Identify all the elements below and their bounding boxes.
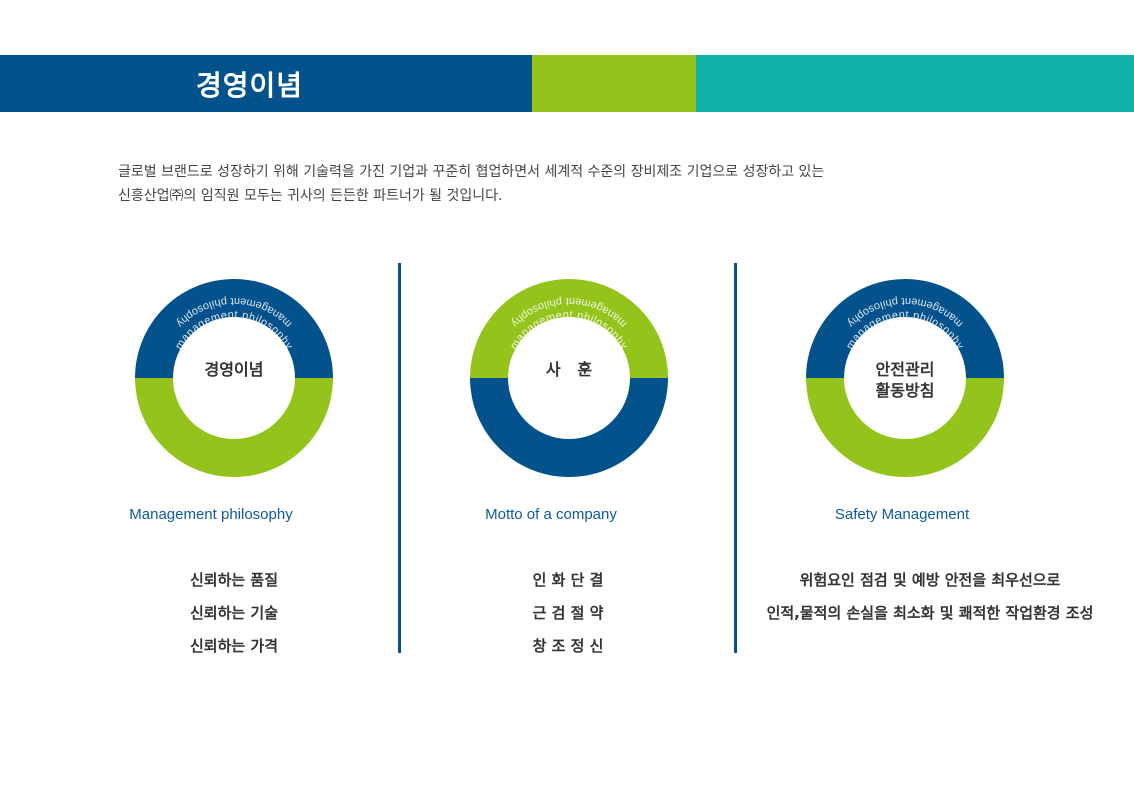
column-divider-2 (734, 263, 737, 653)
safety-items-list: 위험요인 점검 및 예방 안전을 최우선으로 인적,물적의 손실을 최소화 및 … (740, 568, 1120, 634)
english-label-motto: Motto of a company (485, 506, 617, 523)
ring-center-title: 경영이념 (205, 360, 264, 379)
ring-graphic-safety: management philosophy management philoso… (805, 278, 1005, 478)
list-item: 위험요인 점검 및 예방 안전을 최우선으로 (799, 571, 1061, 589)
header-banner: 경영이념 (0, 55, 1134, 112)
ring-svg: management philosophy management philoso… (470, 279, 668, 477)
ring-center-title-line-2: 활동방침 (876, 381, 935, 400)
ring-bottom-segment (470, 378, 668, 477)
english-label-management: Management philosophy (129, 506, 293, 523)
list-item: 인 화 단 결 (532, 571, 604, 589)
list-item: 근 검 절 약 (532, 604, 604, 622)
motto-items-list: 인 화 단 결 근 검 절 약 창 조 정 신 (378, 568, 758, 667)
intro-line-1: 글로벌 브랜드로 성장하기 위해 기술력을 가진 기업과 꾸준히 협업하면서 세… (118, 164, 825, 180)
ring-top-segment (470, 279, 668, 378)
ring-center-title-line-1: 안전관리 (876, 360, 935, 379)
banner-green-block (532, 55, 696, 112)
ring-bottom-segment (806, 378, 1004, 477)
ring-svg: management philosophy management philoso… (135, 279, 333, 477)
intro-line-2: 신흥산업㈜의 임직원 모두는 귀사의 든든한 파트너가 될 것입니다. (118, 188, 503, 204)
ring-graphic-management: management philosophy management philoso… (134, 278, 334, 478)
english-label-safety: Safety Management (834, 506, 970, 523)
list-item: 신뢰하는 기술 (189, 604, 279, 622)
list-item: 신뢰하는 품질 (189, 571, 279, 589)
management-items-list: 신뢰하는 품질 신뢰하는 기술 신뢰하는 가격 (44, 568, 424, 667)
page-title: 경영이념 (196, 69, 304, 102)
banner-teal-block (696, 55, 1134, 112)
ring-top-segment (135, 279, 333, 378)
ring-graphic-motto: management philosophy management philoso… (469, 278, 669, 478)
list-item: 창 조 정 신 (532, 637, 604, 655)
ring-center-title: 사 훈 (546, 360, 592, 379)
intro-text: 글로벌 브랜드로 성장하기 위해 기술력을 가진 기업과 꾸준히 협업하면서 세… (118, 160, 1018, 208)
list-item: 신뢰하는 가격 (189, 637, 279, 655)
banner-blue-block (0, 55, 532, 112)
ring-top-segment (806, 279, 1004, 378)
ring-svg: management philosophy management philoso… (806, 279, 1004, 477)
list-item: 인적,물적의 손실을 최소화 및 쾌적한 작업환경 조성 (766, 604, 1094, 622)
ring-bottom-segment (135, 378, 333, 477)
column-divider-1 (398, 263, 401, 653)
